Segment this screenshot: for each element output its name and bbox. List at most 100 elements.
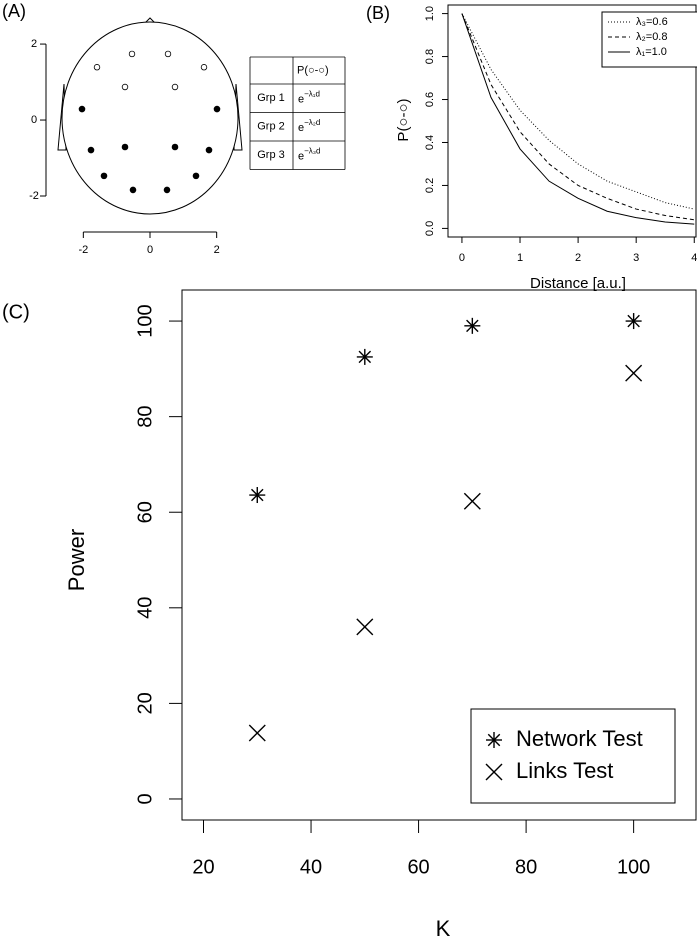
marker-circle [205, 146, 213, 154]
electrode [164, 50, 172, 58]
point [625, 364, 643, 382]
marker-circle [171, 143, 179, 151]
point [463, 492, 481, 510]
electrode [213, 105, 221, 113]
y-tick-label: 0.8 [424, 49, 436, 64]
formula-exponent: −λ₃d [304, 146, 320, 155]
x-axis-title: K [436, 916, 451, 941]
formula-base: e [298, 150, 304, 162]
y-tick-label: 2 [31, 38, 37, 50]
head-outline [57, 17, 243, 215]
formula: e−λ₃d [298, 146, 321, 162]
marker-circle [163, 186, 171, 194]
y-tick-label: 1.0 [424, 6, 436, 21]
x-tick-label: 2 [575, 252, 581, 264]
x-tick-label: 3 [633, 252, 639, 264]
legend-box [601, 11, 697, 68]
marker-stroke [463, 492, 481, 510]
marker-stroke [485, 763, 503, 781]
x-tick-label: 0 [147, 244, 153, 256]
legend-label: Network Test [516, 726, 643, 751]
curve [461, 13, 695, 225]
legend-marker [486, 732, 502, 748]
y-tick-label: 0 [134, 793, 156, 804]
table-header: P(○-○) [297, 64, 329, 76]
y-axis-title: P(○-○) [395, 98, 412, 141]
formula: e−λ₁d [298, 89, 320, 105]
x-tick-label: 40 [300, 856, 322, 878]
formula-exponent: −λ₂d [304, 118, 320, 127]
electrode [128, 50, 136, 58]
y-tick-label: 0.6 [424, 92, 436, 107]
x-tick-label: 100 [617, 856, 650, 878]
formula-base: e [298, 93, 304, 105]
electrode [78, 105, 86, 113]
head [61, 21, 239, 215]
y-tick-label: 100 [134, 304, 156, 337]
marker-circle [213, 105, 221, 113]
x-axis-title: Distance [a.u.] [530, 275, 626, 292]
marker-circle [121, 143, 129, 151]
electrode [200, 64, 208, 71]
panel-label: (B) [366, 3, 390, 23]
y-tick-label: -2 [29, 190, 39, 202]
curve [461, 13, 695, 221]
x-tick-label: 2 [214, 244, 220, 256]
table-cell: Grp 3 [257, 149, 285, 161]
x-tick-label: 4 [691, 252, 697, 264]
point [625, 313, 642, 330]
electrode [100, 172, 108, 180]
y-axis-title: Power [64, 529, 89, 591]
x-tick-label: -2 [78, 244, 88, 256]
point [356, 348, 373, 365]
x-tick-label: 60 [407, 856, 429, 878]
legend-label: λ₃=0.6 [636, 16, 668, 28]
legend-label: Links Test [516, 758, 613, 783]
y-tick-label: 0.0 [424, 221, 436, 236]
formula: e−λ₂d [298, 118, 320, 134]
panel-label: (A) [2, 1, 26, 21]
y-tick-label: 0.4 [424, 135, 436, 150]
electrode [93, 64, 101, 71]
marker-circle [128, 50, 136, 58]
marker-circle [87, 146, 95, 154]
y-tick-label: 80 [134, 406, 156, 428]
legend-box [470, 708, 676, 804]
electrode [192, 172, 200, 180]
marker-circle [93, 64, 101, 71]
table-cell: Grp 1 [257, 92, 285, 104]
marker-circle [164, 50, 172, 58]
x-tick-label: 80 [515, 856, 537, 878]
panel-label: (C) [2, 301, 30, 323]
point [249, 487, 266, 504]
point [356, 618, 374, 636]
point [464, 317, 481, 334]
marker-stroke [625, 364, 643, 382]
marker-stroke [248, 724, 266, 742]
marker-circle [200, 64, 208, 71]
x-tick-label: 20 [192, 856, 214, 878]
marker-circle [78, 105, 86, 113]
legend-marker [485, 763, 503, 781]
marker-circle [129, 186, 137, 194]
electrode [171, 83, 179, 91]
electrode [171, 143, 179, 151]
electrode [163, 186, 171, 194]
marker-circle [121, 83, 129, 91]
y-tick-label: 0.2 [424, 178, 436, 193]
marker-circle [192, 172, 200, 180]
table-cell: Grp 2 [257, 121, 285, 133]
x-tick-label: 0 [459, 252, 465, 264]
electrode [121, 143, 129, 151]
x-tick-label: 1 [517, 252, 523, 264]
formula-exponent: −λ₁d [304, 89, 320, 98]
y-tick-label: 60 [134, 501, 156, 523]
electrode [121, 83, 129, 91]
electrode [205, 146, 213, 154]
legend-label: λ₁=1.0 [636, 46, 667, 58]
y-tick-label: 20 [134, 692, 156, 714]
legend-label: λ₂=0.8 [636, 31, 668, 43]
marker-stroke [356, 618, 374, 636]
electrode [129, 186, 137, 194]
formula-base: e [298, 122, 304, 134]
